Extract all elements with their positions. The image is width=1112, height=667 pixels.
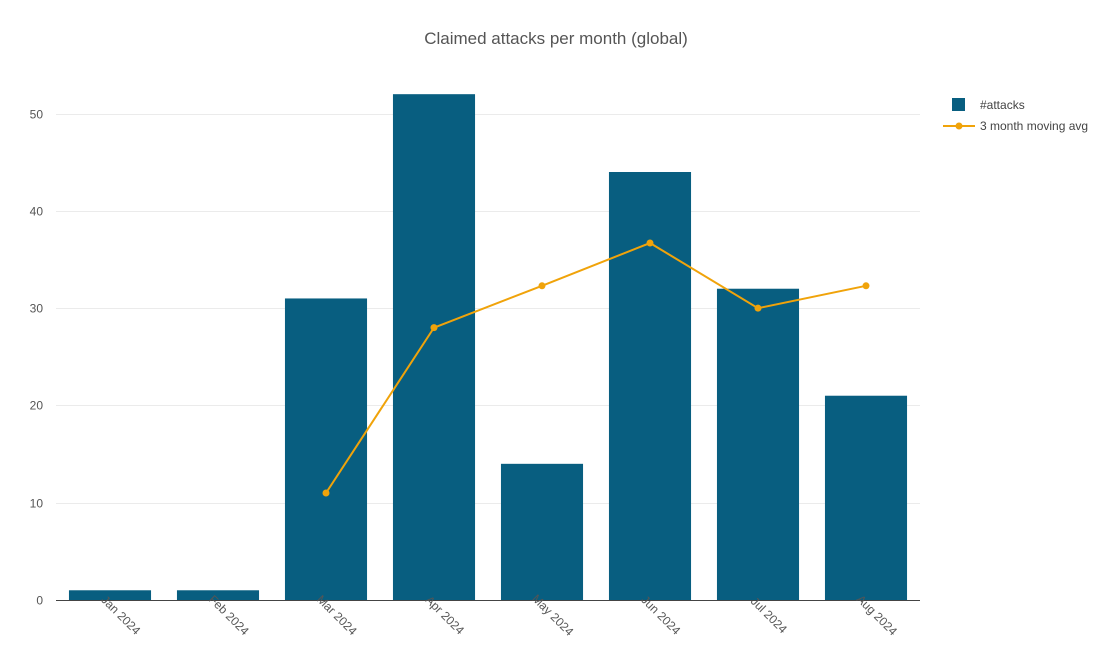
moving-avg-point: [538, 282, 546, 290]
y-tick-label: 10: [30, 497, 44, 511]
line-series: [322, 239, 870, 497]
bar: [176, 590, 260, 600]
legend-line-marker: [955, 122, 963, 130]
y-tick-label: 30: [30, 302, 44, 316]
moving-avg-point: [646, 239, 654, 247]
legend-bar-swatch: [952, 98, 965, 111]
bar: [392, 94, 476, 600]
bar-series: [68, 94, 908, 600]
chart-title: Claimed attacks per month (global): [424, 29, 688, 48]
legend-label-attacks: #attacks: [980, 98, 1025, 112]
legend: #attacks 3 month moving avg: [943, 98, 1088, 133]
bar: [68, 590, 152, 600]
moving-avg-point: [754, 304, 762, 312]
bar: [500, 463, 584, 600]
moving-avg-point: [430, 324, 438, 332]
y-tick-label: 20: [30, 399, 44, 413]
bar: [824, 395, 908, 600]
y-tick-label: 40: [30, 205, 44, 219]
moving-avg-line: [325, 241, 867, 494]
bar: [284, 298, 368, 600]
y-axis-ticks: 0 10 20 30 40 50: [30, 108, 44, 608]
legend-label-moving-avg: 3 month moving avg: [980, 119, 1088, 133]
y-tick-label: 0: [36, 594, 43, 608]
bar: [608, 172, 692, 600]
moving-avg-point: [322, 489, 330, 497]
bar: [716, 288, 800, 600]
y-tick-label: 50: [30, 108, 44, 122]
moving-avg-point: [862, 282, 870, 290]
